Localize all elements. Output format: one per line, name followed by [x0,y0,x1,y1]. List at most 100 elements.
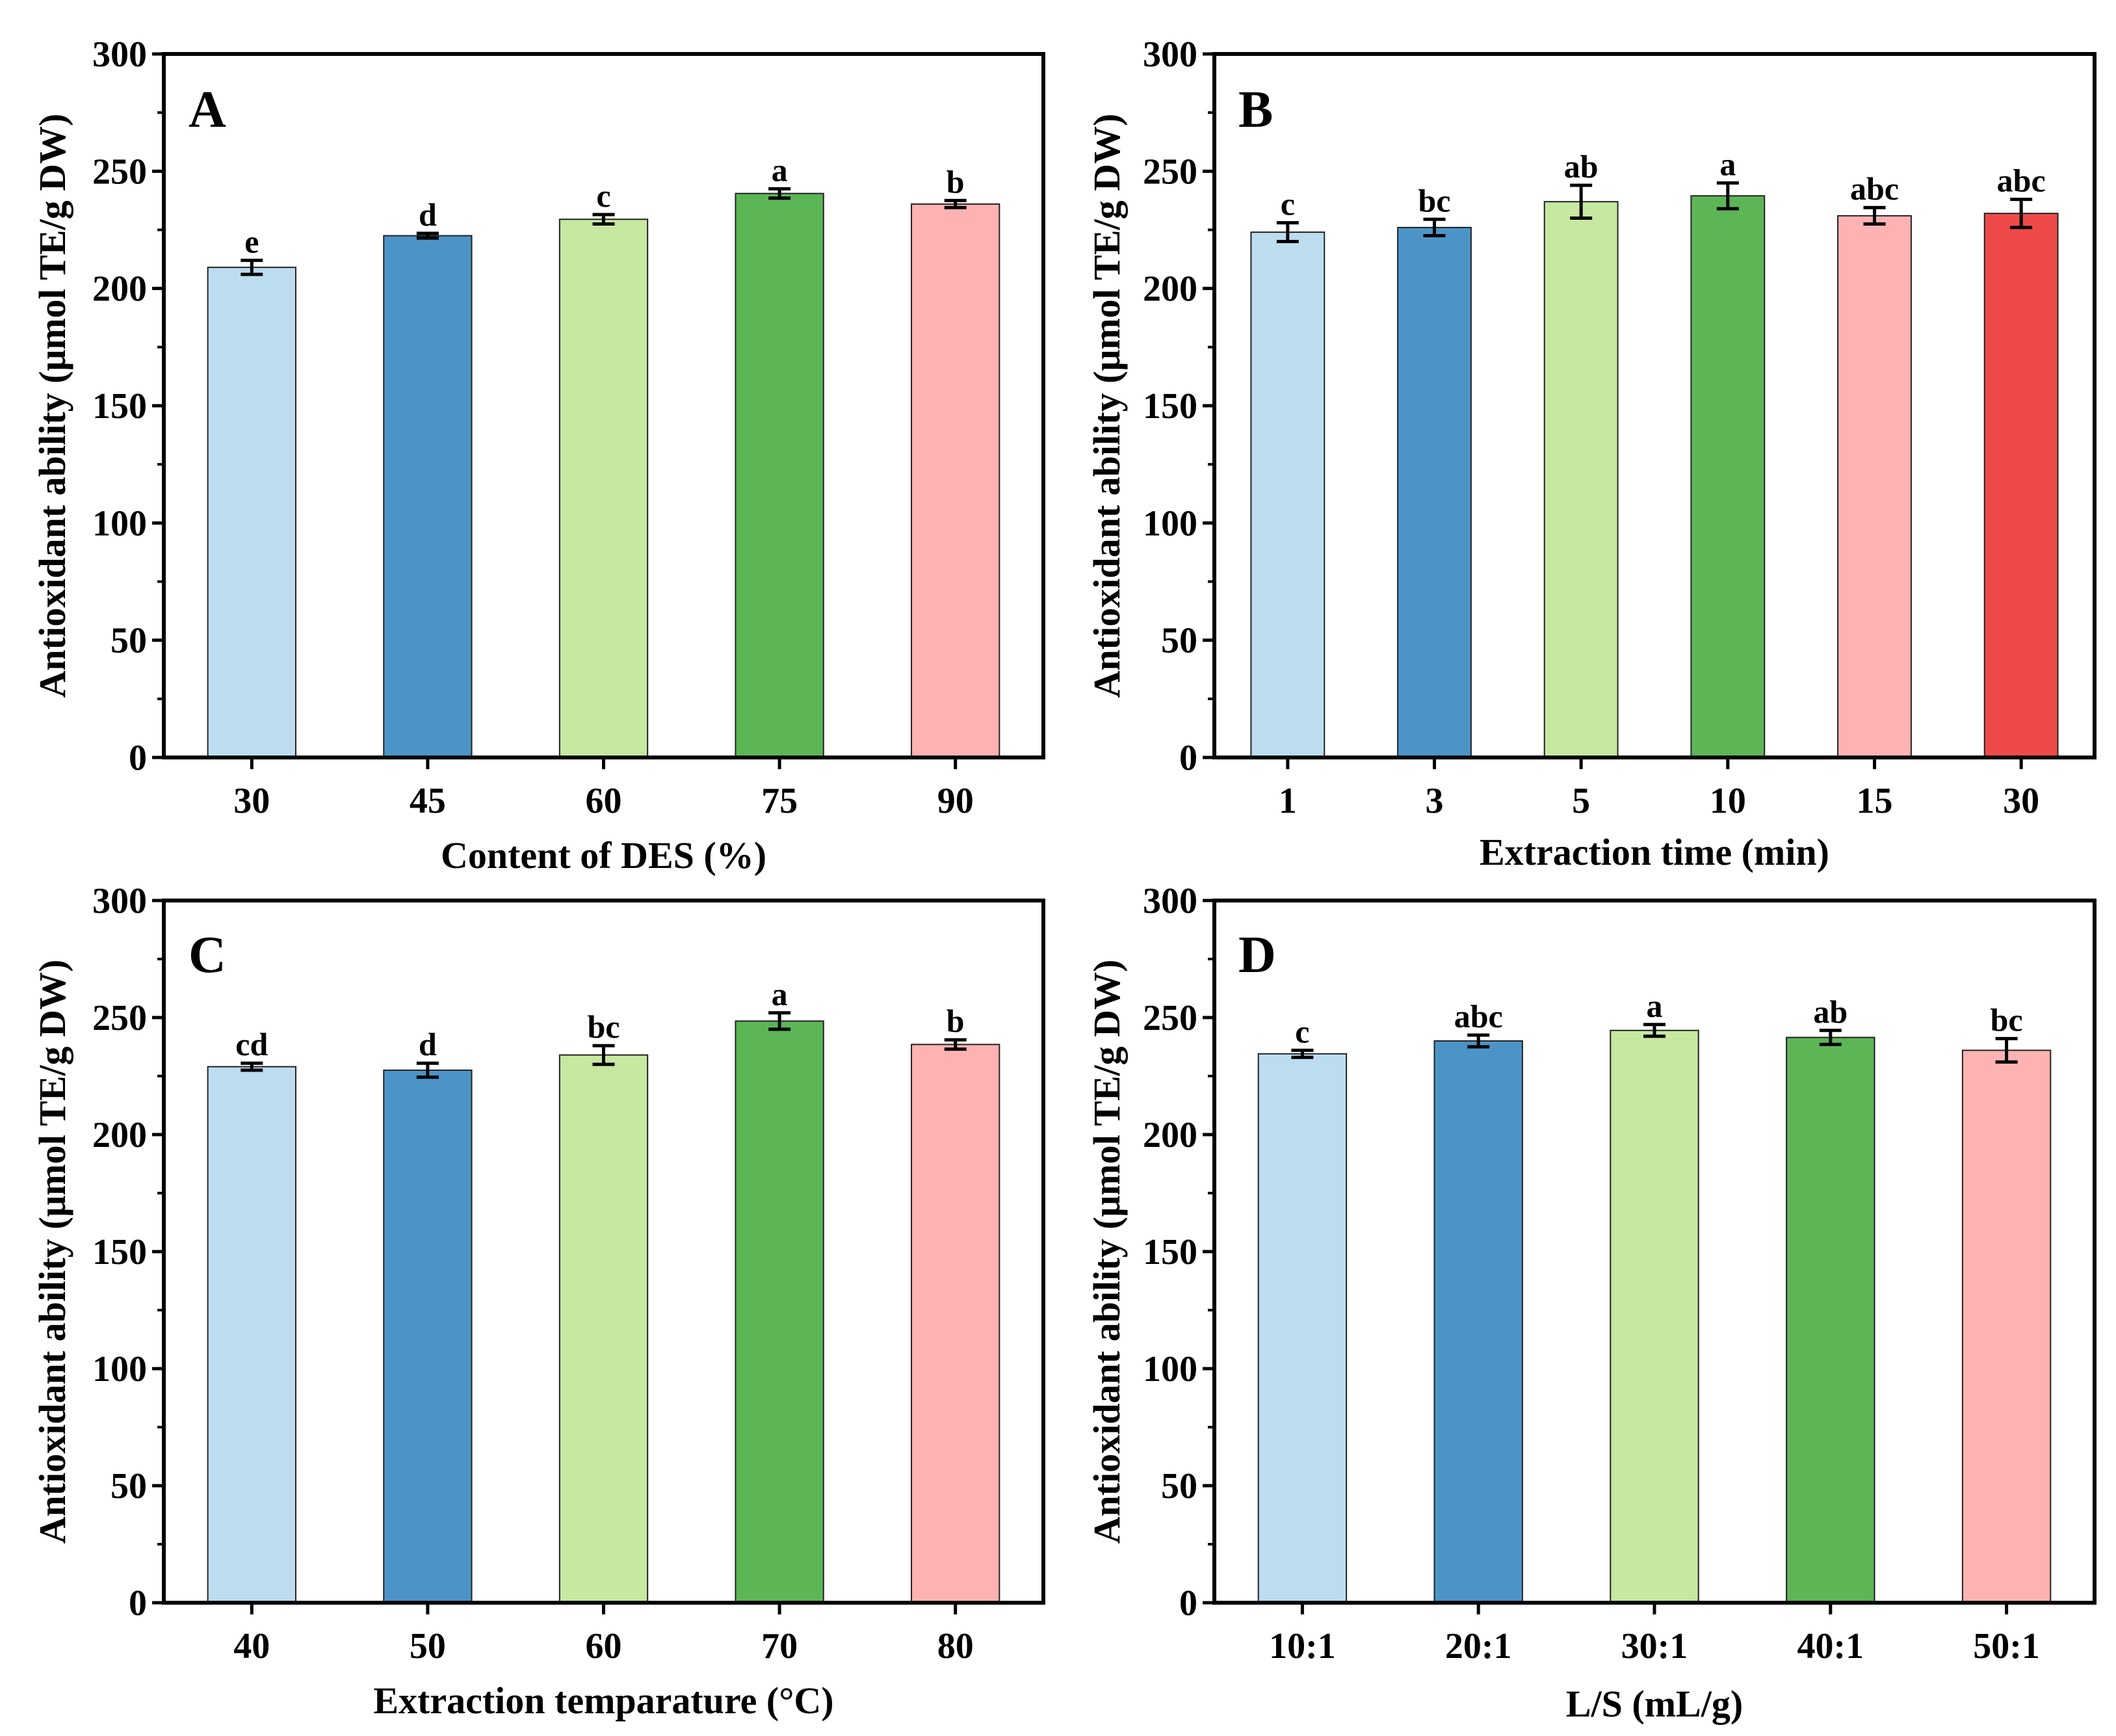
panel-B: c bc ab a abc abc 0 50 100 150 200 250 300 1 3 5 10 15 30 E… [1086,34,2096,873]
significance-label: bc [588,1008,620,1045]
y-tick-label: 100 [92,1349,147,1389]
y-tick-label: 0 [1179,1583,1197,1624]
x-axis-title: Extraction temparature (°C) [373,1679,833,1722]
error-bar [241,1061,263,1072]
x-tick-label: 70 [761,1626,798,1666]
bar [735,1020,824,1603]
error-bar [768,1011,791,1031]
bar [207,267,296,758]
significance-label: d [419,1026,437,1062]
significance-label: c [596,178,610,214]
x-tick-label: 40:1 [1797,1626,1864,1666]
significance-label: bc [1991,1001,2023,1038]
error-bar [1276,221,1299,244]
error-bar [1291,1048,1314,1059]
x-axis-title: Extraction time (min) [1480,831,1829,873]
significance-label: ab [1564,148,1599,185]
y-tick-label: 250 [1143,151,1197,192]
panel-C: cd d bc a b 0 50 100 150 200 250 300 40 50 60 70 80 Extra… [31,881,1045,1722]
y-tick-label: 50 [1161,1466,1197,1506]
error-bar [1643,1023,1665,1038]
y-tick-label: 300 [92,881,147,921]
y-tick-label: 250 [92,151,147,192]
panel-letter: D [1238,927,1276,984]
error-bar [416,231,439,240]
bar [383,1070,473,1603]
error-bar [768,187,791,200]
y-axis-title: Antioxidant ability (μmol TE/g DW) [31,960,73,1544]
x-axis-title: L/S (mL/g) [1566,1683,1743,1725]
panel-letter: C [189,927,226,984]
panel-letter: B [1238,81,1273,138]
error-bar [1863,205,1886,226]
bar [558,218,649,758]
x-tick-label: 10:1 [1269,1626,1336,1666]
significance-label: a [772,976,788,1012]
error-bar [1467,1033,1490,1049]
y-tick-label: 250 [92,998,147,1038]
bar [1961,1049,2052,1603]
significance-label: cd [235,1026,268,1062]
panel-letter: A [189,81,226,138]
bar [1543,201,1619,759]
y-tick-label: 100 [1143,503,1197,544]
y-tick-label: 50 [111,621,147,661]
bar [383,235,473,758]
error-bar [944,198,967,209]
x-tick-label: 3 [1426,781,1444,821]
y-tick-label: 200 [1143,269,1197,309]
bar [207,1066,296,1603]
y-tick-label: 100 [92,503,147,544]
bar [1257,1053,1348,1604]
significance-label: a [1647,988,1663,1024]
y-tick-label: 300 [92,34,147,75]
bar [1397,226,1472,759]
error-bar [241,258,263,276]
y-tick-label: 100 [1143,1349,1197,1389]
bar [911,203,1000,758]
error-bar [1995,1036,2018,1064]
significance-label: b [947,1003,965,1039]
error-bar [592,1044,615,1066]
x-axis-title: Content of DES (%) [441,834,766,876]
y-tick-label: 300 [1143,34,1197,75]
bar [1690,195,1766,759]
significance-label: e [244,223,259,259]
error-bar [2010,198,2033,230]
x-tick-label: 45 [410,781,446,821]
bar [911,1044,1000,1603]
y-axis-title: Antioxidant ability (μmol TE/g DW) [1086,960,1128,1544]
y-axis-title: Antioxidant ability (μmol TE/g DW) [31,114,73,698]
x-tick-label: 30:1 [1621,1626,1688,1666]
error-bar [1423,217,1446,238]
x-tick-label: 60 [586,1626,622,1666]
y-tick-label: 0 [129,1583,147,1624]
error-bar [1819,1029,1842,1046]
x-tick-label: 5 [1572,781,1590,821]
y-axis-title: Antioxidant ability (μmol TE/g DW) [1086,114,1128,698]
y-tick-label: 200 [92,269,147,309]
x-tick-label: 75 [761,781,798,821]
significance-label: c [1281,186,1295,222]
x-tick-label: 60 [586,781,622,821]
x-tick-label: 50 [410,1626,446,1666]
significance-label: c [1295,1013,1309,1049]
panel-D: c abc a ab bc 0 50 100 150 200 250 300 10:1 20:1 30:1 4… [1086,881,2096,1725]
bar [1610,1029,1699,1604]
x-tick-label: 40 [233,1626,270,1666]
plot-frame [1212,52,2096,759]
y-tick-label: 150 [1143,386,1197,427]
x-tick-label: 10 [1710,781,1746,821]
error-bar [416,1061,439,1079]
y-tick-label: 200 [92,1115,147,1155]
error-bar [1716,181,1739,211]
bar [1786,1036,1875,1603]
y-tick-label: 0 [129,738,147,778]
significance-label: b [947,163,965,200]
x-tick-label: 15 [1857,781,1893,821]
x-tick-label: 50:1 [1973,1626,2040,1666]
bar [558,1054,649,1603]
bar [735,192,824,758]
y-tick-label: 150 [1143,1232,1197,1272]
significance-label: abc [1997,163,2046,199]
